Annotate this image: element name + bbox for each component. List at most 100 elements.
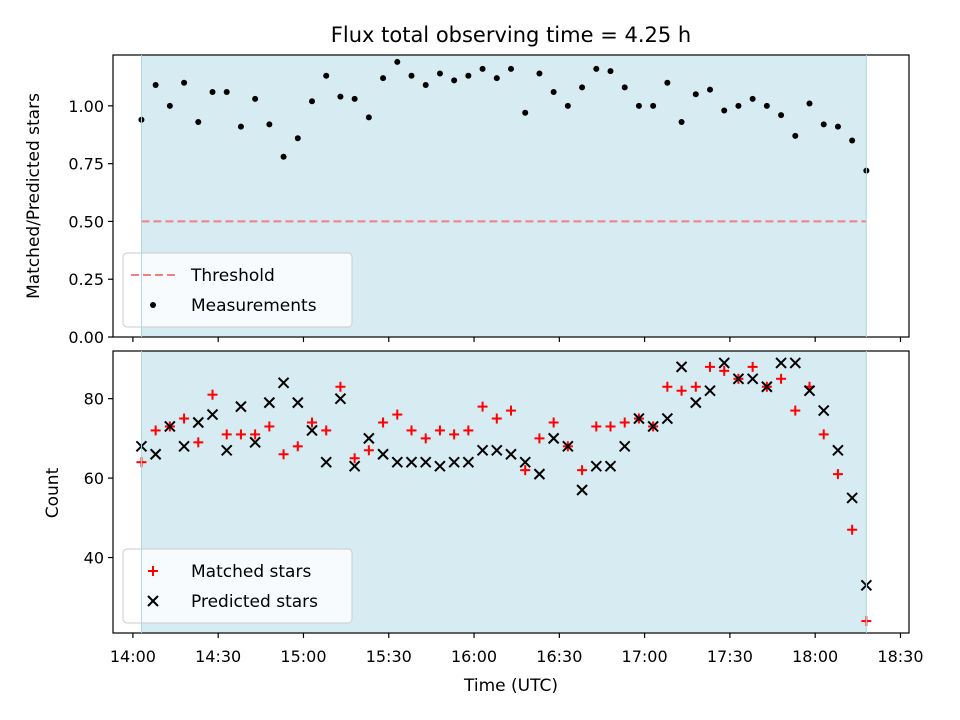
matched-stars-point (378, 417, 389, 428)
predicted-stars-point (263, 396, 276, 409)
predicted-stars-point (562, 440, 574, 453)
measurements-point (166, 102, 173, 109)
predicted-stars-point (505, 448, 517, 460)
predicted-stars-point (249, 436, 261, 449)
x-tick-label: 15:30 (366, 647, 412, 666)
predicted-stars-point (334, 392, 347, 405)
measurements-point (820, 121, 827, 128)
predicted-stars-point (576, 484, 588, 496)
x-tick-label: 16:00 (451, 647, 497, 666)
matched-stars-point (463, 425, 474, 436)
matched-stars-point (292, 441, 303, 452)
matched-stars-point (818, 429, 829, 440)
matched-stars-point (520, 465, 531, 476)
bottom-axes-frame (112, 350, 910, 634)
predicted-stars-point (192, 416, 204, 429)
measurements-point (451, 77, 458, 84)
predicted-stars-point (476, 444, 489, 457)
measurements-point (650, 102, 657, 109)
matched-stars-point (449, 429, 460, 440)
predicted-stars-point (604, 460, 617, 472)
matched-stars-point (747, 361, 758, 372)
legend-label: Measurements (191, 296, 317, 316)
matched-stars-point (705, 361, 715, 372)
top-axes-frame (112, 54, 910, 338)
matched-stars-point (363, 445, 374, 456)
predicted-stars-point (462, 456, 475, 468)
predicted-stars-point (320, 456, 332, 468)
measurements-point (351, 95, 358, 102)
matched-stars-point (179, 413, 190, 424)
matched-stars-point (662, 381, 673, 392)
measurements-point (323, 72, 330, 79)
matched-stars-point (193, 437, 204, 448)
top-plot-marks (138, 58, 870, 223)
measurements-point (579, 84, 586, 91)
predicted-stars-point (732, 373, 745, 385)
y-tick-label: 80 (84, 390, 104, 409)
measurements-point (692, 91, 699, 98)
measurements-point (252, 95, 259, 102)
predicted-stars-point (633, 412, 645, 425)
top-y-ticks: 0.00 0.25 0.50 0.75 1.00 (68, 97, 113, 347)
measurements-point (280, 153, 287, 160)
bottom-legend: Matched stars Predicted stars (122, 548, 353, 624)
measurements-point (721, 107, 728, 114)
matched-stars-point (477, 401, 488, 412)
matched-stars-point (847, 524, 858, 535)
measurements-point (195, 119, 202, 126)
y-tick-label: 60 (84, 469, 104, 488)
measurements-point (223, 88, 230, 95)
measurements-point (707, 86, 713, 93)
measurements-point (380, 75, 387, 82)
x-tick-label: 16:30 (536, 647, 582, 666)
predicted-stars-point (846, 492, 858, 504)
measurements-point (536, 70, 543, 77)
predicted-stars-point (690, 396, 702, 409)
predicted-stars-point (420, 456, 432, 468)
legend-label: Threshold (190, 266, 275, 286)
measurements-point (266, 121, 273, 128)
matched-stars-point (690, 381, 701, 392)
bottom-y-axis-label: Count (43, 467, 63, 518)
predicted-stars-point (391, 456, 403, 468)
measurements-point (564, 102, 571, 109)
predicted-stars-point (235, 400, 247, 413)
matched-stars-point (719, 365, 730, 376)
predicted-stars-point (761, 381, 773, 393)
matched-stars-point (506, 405, 516, 416)
top-legend: Threshold Measurements (122, 252, 353, 328)
measurements-point (237, 123, 244, 130)
predicted-stars-point (718, 357, 730, 369)
predicted-stars-point (363, 432, 375, 445)
measurements-point (778, 112, 785, 119)
x-tick-label: 15:00 (280, 647, 326, 666)
legend-label: Matched stars (191, 562, 311, 582)
measurements-point (792, 132, 799, 139)
measurements-point (763, 102, 770, 109)
measurements-point (607, 68, 614, 75)
measurements-point (209, 88, 216, 95)
y-tick-label: 1.00 (68, 97, 104, 116)
y-tick-label: 0.25 (68, 270, 104, 289)
measurements-point (522, 109, 529, 116)
measurements-point (735, 102, 742, 109)
matched-stars-point (307, 417, 317, 428)
matched-stars-point (420, 433, 431, 444)
matched-stars-point (790, 405, 801, 416)
predicted-stars-point (590, 460, 602, 472)
predicted-stars-point (149, 448, 162, 460)
matched-stars-point (250, 429, 261, 440)
matched-stars-point (491, 413, 502, 424)
x-tick-label: 14:00 (110, 647, 156, 666)
measurements-point (550, 88, 557, 95)
top-panel: Flux total observing time = 4.25 h 0.000… (24, 23, 910, 347)
measurements-point (309, 98, 315, 105)
measurements-point (664, 79, 671, 86)
matched-stars-point (776, 373, 787, 384)
matched-stars-point (434, 425, 445, 436)
predicted-stars-point (619, 440, 631, 453)
top-y-axis-label: Matched/Predicted stars (24, 93, 44, 299)
predicted-stars-point (277, 377, 290, 389)
